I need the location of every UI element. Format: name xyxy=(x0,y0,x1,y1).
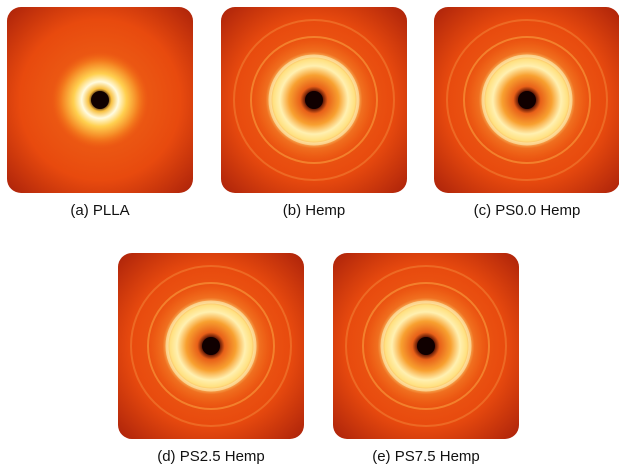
diffraction-pattern xyxy=(434,7,619,193)
caption: (d) PS2.5 Hemp xyxy=(111,448,311,465)
figure: (a) PLLA (b) Hemp (c) PS0.0 Hemp (d) PS2.5 … xyxy=(0,0,619,470)
caption: (b) Hemp xyxy=(214,202,414,219)
caption: (c) PS0.0 Hemp xyxy=(427,202,619,219)
diffraction-pattern xyxy=(118,253,304,439)
diffraction-pattern xyxy=(7,7,193,193)
diffraction-pattern xyxy=(333,253,519,439)
caption: (e) PS7.5 Hemp xyxy=(326,448,526,465)
caption: (a) PLLA xyxy=(0,202,200,219)
diffraction-pattern xyxy=(221,7,407,193)
